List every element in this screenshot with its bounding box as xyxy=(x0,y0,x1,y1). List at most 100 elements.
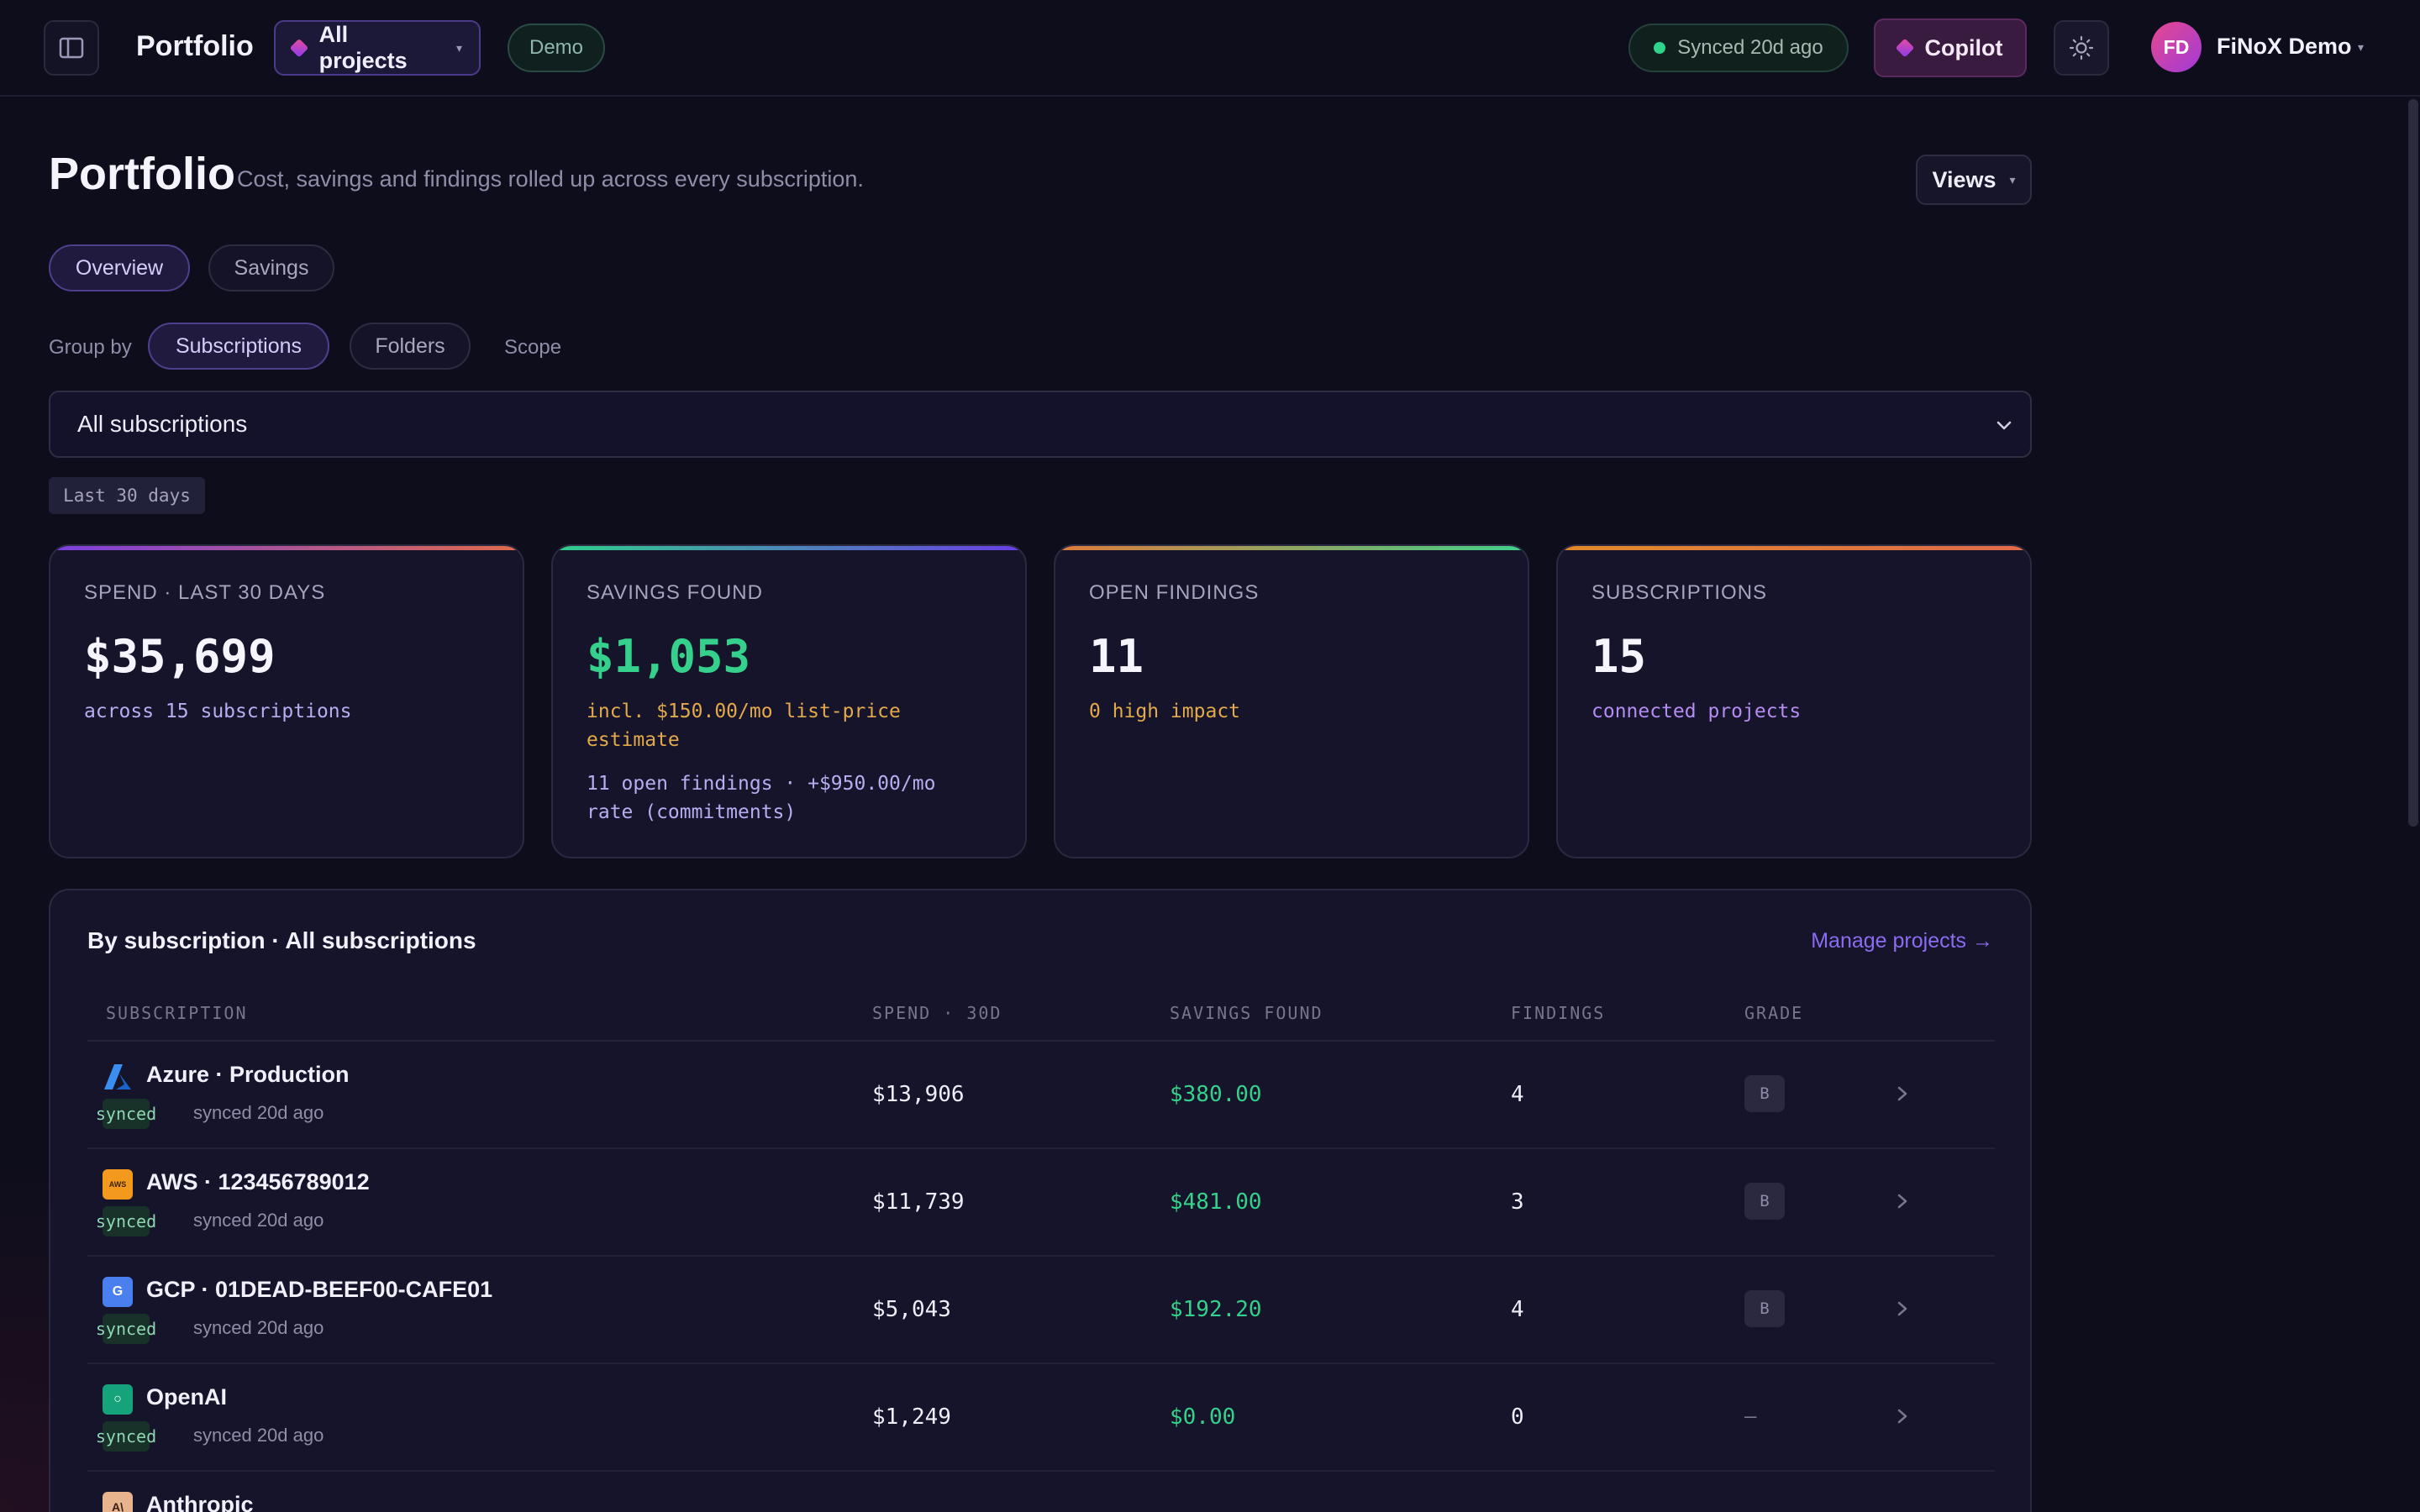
card-note: 0 high impact xyxy=(1089,701,1241,722)
panel-title: By subscription · All subscriptions xyxy=(87,927,476,953)
grade-badge: B xyxy=(1744,1290,1785,1327)
card-label: SAVINGS FOUND xyxy=(587,581,763,604)
top-bar: Portfolio All projects ▾ Demo Synced 20d… xyxy=(0,0,2420,97)
card-accent-bar xyxy=(50,546,523,550)
page-subtitle: Cost, savings and findings rolled up acr… xyxy=(237,166,864,192)
subscription-select-value: All subscriptions xyxy=(77,411,248,437)
column-header-findings[interactable]: FINDINGS xyxy=(1511,1003,1606,1023)
page-title: Portfolio xyxy=(49,149,235,199)
group-by-subscriptions[interactable]: Subscriptions xyxy=(148,323,329,370)
card-note: incl. $150.00/mo list-price estimate xyxy=(587,701,901,751)
column-header-subscription[interactable]: SUBSCRIPTION xyxy=(106,1003,248,1023)
card-label: OPEN FINDINGS xyxy=(1089,581,1260,604)
sync-status-text: Synced 20d ago xyxy=(1677,36,1823,59)
synced-time: synced 20d ago xyxy=(193,1425,324,1446)
findings-value: 3 xyxy=(1511,1189,1524,1215)
chevron-right-icon[interactable] xyxy=(1894,1404,1911,1428)
table-row[interactable]: AWS AWS · 123456789012 synced synced 20d… xyxy=(87,1149,1995,1257)
findings-card: OPEN FINDINGS 11 0 high impact xyxy=(1054,544,1529,858)
table-row[interactable]: Azure · Production synced synced 20d ago… xyxy=(87,1042,1995,1149)
column-header-spend[interactable]: SPEND · 30D xyxy=(872,1003,1002,1023)
caret-down-icon[interactable]: ▾ xyxy=(2358,40,2365,54)
aws-icon: AWS xyxy=(103,1169,133,1200)
spend-value: $13,906 xyxy=(872,1082,965,1107)
subscription-table-panel: By subscription · All subscriptions Mana… xyxy=(49,889,2032,1512)
status-badge: synced xyxy=(96,1099,156,1129)
user-name[interactable]: FiNoX Demo xyxy=(2217,34,2352,59)
synced-time: synced 20d ago xyxy=(193,1317,324,1338)
diamond-icon xyxy=(289,38,308,58)
views-button[interactable]: Views ▾ xyxy=(1916,155,2032,205)
savings-card: SAVINGS FOUND $1,053 incl. $150.00/mo li… xyxy=(551,544,1027,858)
chevron-right-icon[interactable] xyxy=(1894,1082,1911,1105)
findings-value: 4 xyxy=(1511,1082,1524,1107)
copilot-label: Copilot xyxy=(1924,34,2003,60)
savings-value: $0.00 xyxy=(1170,1404,1236,1430)
card-accent-bar xyxy=(553,546,1025,550)
manage-projects-link[interactable]: Manage projects → xyxy=(1811,929,1993,953)
savings-value: $481.00 xyxy=(1170,1189,1262,1215)
chevron-down-icon xyxy=(1996,421,2012,430)
demo-badge: Demo xyxy=(508,24,605,72)
theme-toggle-button[interactable] xyxy=(2054,20,2109,76)
sidebar-icon xyxy=(59,37,84,59)
card-note: 11 open findings · +$950.00/mo rate (com… xyxy=(587,773,936,823)
subscription-name[interactable]: AWS · 123456789012 xyxy=(146,1169,370,1194)
chevron-right-icon[interactable] xyxy=(1894,1189,1911,1213)
card-accent-bar xyxy=(1558,546,2030,550)
gcp-icon: G xyxy=(103,1277,133,1307)
scrollbar-thumb[interactable] xyxy=(2408,99,2418,827)
spend-card: SPEND · LAST 30 DAYS $35,699 across 15 s… xyxy=(49,544,524,858)
table-row[interactable]: ○ OpenAI synced synced 20d ago $1,249 $0… xyxy=(87,1364,1995,1472)
findings-value: 4 xyxy=(1511,1297,1524,1322)
grade-badge: B xyxy=(1744,1183,1785,1220)
sun-icon xyxy=(2069,35,2094,60)
savings-value: $192.20 xyxy=(1170,1297,1262,1322)
diamond-icon xyxy=(1895,38,1914,58)
project-selector-label: All projects xyxy=(318,22,408,73)
header-divider xyxy=(87,1040,1995,1042)
column-header-grade[interactable]: GRADE xyxy=(1744,1003,1804,1023)
card-accent-bar xyxy=(1055,546,1528,550)
spend-value: $11,739 xyxy=(872,1189,965,1215)
subscription-name[interactable]: GCP · 01DEAD-BEEF00-CAFE01 xyxy=(146,1277,493,1302)
card-label: SUBSCRIPTIONS xyxy=(1591,581,1768,604)
card-note: connected projects xyxy=(1591,701,1802,722)
status-dot-icon xyxy=(1654,42,1666,54)
tab-savings[interactable]: Savings xyxy=(208,244,334,291)
subscription-name[interactable]: Anthropic xyxy=(146,1492,254,1512)
app-title: Portfolio xyxy=(136,30,254,62)
column-header-savings[interactable]: SAVINGS FOUND xyxy=(1170,1003,1323,1023)
chevron-right-icon[interactable] xyxy=(1894,1297,1911,1320)
card-value: 15 xyxy=(1591,630,1647,683)
card-label: SPEND · LAST 30 DAYS xyxy=(84,581,326,604)
subscriptions-card: SUBSCRIPTIONS 15 connected projects xyxy=(1556,544,2032,858)
grade-empty: — xyxy=(1744,1404,1757,1428)
subscription-name[interactable]: Azure · Production xyxy=(146,1062,350,1087)
date-range-badge: Last 30 days xyxy=(49,477,205,514)
table-row[interactable]: G GCP · 01DEAD-BEEF00-CAFE01 synced sync… xyxy=(87,1257,1995,1364)
card-value: $1,053 xyxy=(587,630,751,683)
card-note: across 15 subscriptions xyxy=(84,701,352,722)
anthropic-icon: A\ xyxy=(103,1492,133,1512)
spend-value: $5,043 xyxy=(872,1297,951,1322)
savings-value: $380.00 xyxy=(1170,1082,1262,1107)
card-value: 11 xyxy=(1089,630,1144,683)
subscription-name[interactable]: OpenAI xyxy=(146,1384,228,1410)
project-selector[interactable]: All projects ▾ xyxy=(274,20,481,76)
caret-down-icon: ▾ xyxy=(2009,172,2016,186)
subscription-select[interactable]: All subscriptions xyxy=(49,391,2032,458)
group-by-label: Group by xyxy=(49,336,132,359)
openai-icon: ○ xyxy=(103,1384,133,1415)
status-badge: synced xyxy=(96,1421,156,1452)
tab-overview[interactable]: Overview xyxy=(49,244,190,291)
copilot-button[interactable]: Copilot xyxy=(1874,18,2027,77)
sidebar-toggle-button[interactable] xyxy=(44,20,99,76)
user-avatar[interactable]: FD xyxy=(2151,22,2202,72)
grade-badge: B xyxy=(1744,1075,1785,1112)
table-row[interactable]: A\ Anthropic xyxy=(87,1472,1995,1512)
sync-status-pill: Synced 20d ago xyxy=(1628,24,1849,72)
card-value: $35,699 xyxy=(84,630,276,683)
views-label: Views xyxy=(1932,166,1996,192)
group-by-folders[interactable]: Folders xyxy=(350,323,471,370)
